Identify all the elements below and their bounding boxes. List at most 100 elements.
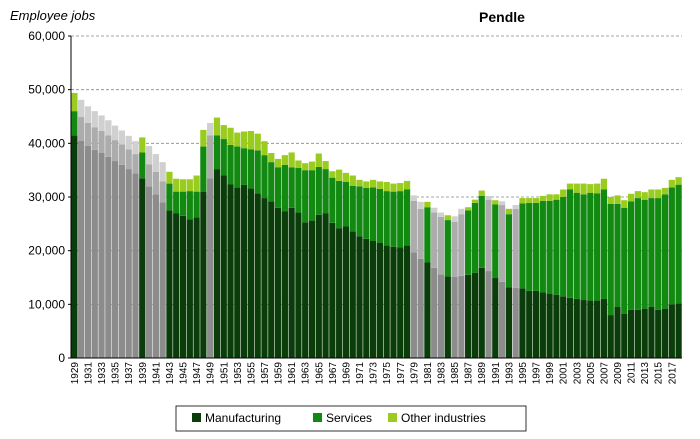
bar-services-1971	[356, 186, 363, 237]
bar-manufacturing-1981	[424, 262, 431, 358]
bar-manufacturing-1957	[261, 198, 268, 358]
x-tick-label: 1941	[151, 362, 162, 385]
bar-services-2007	[600, 189, 608, 299]
bar-other-industries-1984	[444, 215, 451, 221]
bar-manufacturing-1978	[403, 245, 411, 358]
bar-other-industries-1930	[78, 99, 85, 118]
bar-manufacturing-1960	[281, 211, 288, 358]
bar-other-industries-2015	[655, 189, 662, 199]
x-tick-label: 1991	[491, 362, 502, 385]
bar-other-industries-1994	[512, 205, 519, 209]
bar-services-2013	[641, 199, 648, 309]
bar-other-industries-2001	[560, 189, 567, 197]
bar-services-1977	[397, 191, 404, 248]
bar-services-2000	[553, 199, 560, 295]
bar-services-1985	[451, 221, 458, 277]
bar-services-1982	[431, 212, 438, 268]
bar-services-1942	[159, 181, 166, 203]
bar-other-industries-1947	[193, 175, 200, 192]
bar-manufacturing-1968	[336, 228, 343, 358]
x-tick-label: 1943	[165, 362, 176, 385]
bar-services-1963	[302, 170, 309, 223]
bar-services-1997	[532, 202, 540, 291]
bar-other-industries-1952	[227, 127, 234, 145]
bar-manufacturing-1949	[207, 178, 214, 358]
bar-manufacturing-1954	[240, 184, 248, 358]
bar-services-1970	[349, 185, 356, 232]
bar-other-industries-1932	[91, 111, 98, 128]
bar-manufacturing-1995	[519, 288, 526, 358]
bar-manufacturing-1973	[369, 241, 377, 358]
bar-services-1959	[274, 167, 282, 208]
bar-services-1972	[363, 187, 370, 239]
bar-services-1951	[220, 139, 227, 176]
bar-services-1965	[315, 166, 322, 215]
bar-manufacturing-2001	[560, 296, 567, 358]
bar-services-1955	[247, 149, 255, 189]
bar-manufacturing-1944	[173, 213, 180, 358]
bar-manufacturing-1986	[458, 275, 465, 358]
bar-manufacturing-2010	[621, 313, 628, 358]
bar-manufacturing-1935	[112, 161, 119, 358]
bar-services-1931	[84, 122, 92, 147]
x-tick-label: 1999	[545, 362, 556, 385]
bar-other-industries-1946	[186, 179, 193, 192]
bar-manufacturing-1963	[302, 222, 309, 358]
bar-services-1990	[485, 199, 492, 272]
bar-other-industries-1948	[200, 129, 207, 147]
y-tick-label: 20,000	[28, 244, 65, 258]
bar-manufacturing-1985	[451, 276, 458, 358]
bar-services-1978	[403, 189, 411, 246]
bar-other-industries-1944	[173, 178, 180, 192]
bar-other-industries-1992	[498, 201, 506, 206]
x-tick-label: 1983	[436, 362, 447, 385]
bar-other-industries-1977	[397, 183, 404, 192]
x-tick-labels: 1929 1931 1933 1935 1937 1939 1941 1943 1945 1947…	[70, 362, 678, 385]
bar-other-industries-1989	[478, 190, 485, 196]
bar-services-1975	[383, 191, 390, 246]
x-tick-label: 1963	[301, 362, 312, 385]
bar-services-1973	[369, 187, 377, 242]
bar-manufacturing-1950	[213, 169, 221, 358]
x-tick-label: 1981	[423, 362, 434, 385]
bar-manufacturing-1988	[471, 272, 479, 358]
bar-manufacturing-1946	[186, 219, 193, 358]
bar-services-1936	[118, 144, 126, 165]
bar-other-industries-1943	[166, 171, 173, 184]
bar-services-2012	[634, 198, 641, 310]
bar-services-1988	[471, 202, 479, 273]
bar-services-2011	[627, 201, 635, 310]
legend-swatch-services	[313, 413, 322, 422]
bar-other-industries-2009	[614, 195, 621, 204]
bar-services-1987	[465, 210, 472, 275]
bar-other-industries-1940	[145, 146, 153, 165]
bar-other-industries-1981	[424, 201, 431, 208]
bar-services-1980	[417, 208, 424, 259]
bar-other-industries-1941	[152, 154, 159, 172]
x-tick-label: 1935	[111, 362, 122, 385]
bar-other-industries-2006	[594, 183, 601, 194]
bar-other-industries-1945	[179, 179, 187, 192]
bar-services-1945	[179, 191, 187, 216]
bar-manufacturing-1993	[505, 287, 513, 358]
bar-other-industries-1931	[84, 106, 92, 123]
legend-swatch-other-industries	[388, 413, 397, 422]
bar-other-industries-1996	[526, 198, 533, 203]
bar-other-industries-1933	[98, 115, 105, 131]
x-tick-label: 1969	[341, 362, 352, 385]
bar-other-industries-1987	[465, 207, 472, 211]
x-tick-label: 2009	[613, 362, 624, 385]
y-tick-label: 40,000	[28, 136, 65, 150]
bar-manufacturing-1991	[492, 278, 499, 358]
bar-other-industries-2007	[600, 178, 608, 190]
x-tick-label: 1967	[328, 362, 339, 385]
bar-other-industries-1963	[302, 163, 309, 171]
bar-other-industries-1951	[220, 125, 227, 140]
bar-other-industries-2013	[641, 192, 648, 200]
bar-services-1974	[376, 188, 384, 243]
bar-services-2005	[587, 192, 594, 301]
x-tick-label: 2015	[654, 362, 665, 385]
x-tick-label: 2007	[599, 362, 610, 385]
bar-other-industries-2000	[553, 194, 560, 200]
legend-swatch-manufacturing	[192, 413, 201, 422]
